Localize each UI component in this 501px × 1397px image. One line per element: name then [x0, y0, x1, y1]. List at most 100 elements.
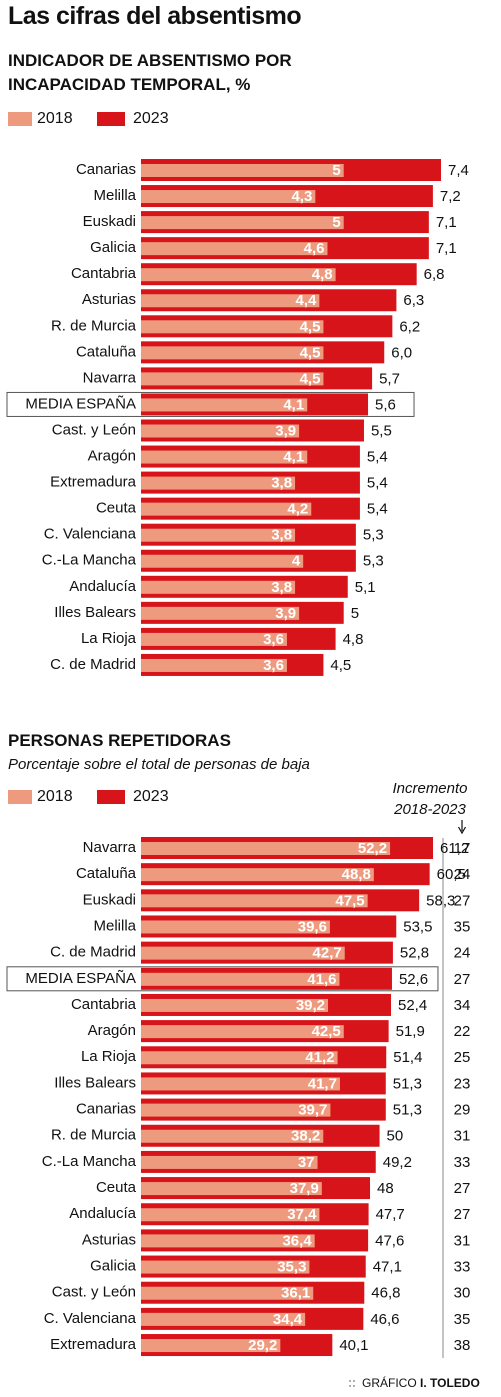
value-label-2018: 3,6 — [263, 631, 284, 648]
value-label-2018: 48,8 — [342, 866, 371, 883]
bar-2018 — [141, 554, 304, 568]
category-label: Asturias — [82, 1231, 136, 1248]
bar-2018 — [141, 450, 308, 464]
increment-value: 30 — [454, 1285, 471, 1302]
bar-2018 — [141, 1025, 344, 1039]
legend-swatch — [97, 790, 125, 804]
value-label-2018: 39,6 — [298, 918, 327, 935]
value-label-2023: 47,7 — [376, 1206, 405, 1223]
category-label: Andalucía — [69, 578, 136, 595]
bar-2018 — [141, 658, 287, 672]
category-label: Cantabria — [71, 996, 137, 1013]
legend-swatch — [8, 790, 32, 804]
legend-label: 2023 — [133, 788, 169, 805]
value-label-2018: 4,5 — [300, 318, 321, 335]
bar-2018 — [141, 1182, 322, 1196]
increment-value: 27 — [454, 892, 471, 909]
increment-value: 25 — [454, 1049, 471, 1066]
value-label-2023: 52,8 — [400, 945, 429, 962]
value-label-2023: 5,3 — [363, 553, 384, 570]
legend-label: 2023 — [133, 110, 169, 127]
bar-2018 — [141, 1077, 340, 1091]
legend-swatch — [97, 112, 125, 126]
value-label-2023: 60,5 — [437, 866, 466, 883]
credit-author: I. TOLEDO — [420, 1376, 480, 1390]
increment-value: 17 — [454, 840, 471, 857]
value-label-2023: 40,1 — [339, 1337, 368, 1354]
bar-2018 — [141, 1208, 320, 1222]
value-label-2018: 4,2 — [287, 501, 308, 518]
bar-2018 — [141, 476, 296, 490]
category-label: MEDIA ESPAÑA — [25, 970, 136, 987]
category-label: Cast. y León — [52, 421, 136, 438]
category-label: Galicia — [90, 239, 137, 256]
value-label-2023: 7,2 — [440, 188, 461, 205]
value-label-2018: 42,7 — [313, 945, 342, 962]
bar-2018 — [141, 998, 329, 1012]
value-label-2023: 61,2 — [440, 840, 469, 857]
value-label-2023: 47,6 — [375, 1232, 404, 1249]
increment-value: 33 — [454, 1154, 471, 1171]
value-label-2018: 4,1 — [283, 396, 304, 413]
value-label-2023: 7,1 — [436, 214, 457, 231]
bar-2018 — [141, 1339, 281, 1353]
bar-2018 — [141, 1234, 315, 1248]
bar-2018 — [141, 1103, 331, 1117]
value-label-2018: 4,1 — [283, 449, 304, 466]
category-label: Ceuta — [96, 1179, 137, 1196]
increment-value: 38 — [454, 1337, 471, 1354]
category-label: Euskadi — [83, 213, 136, 230]
credit-prefix: GRÁFICO — [362, 1375, 417, 1390]
increment-value: 31 — [454, 1232, 471, 1249]
value-label-2023: 53,5 — [403, 918, 432, 935]
value-label-2023: 5,7 — [379, 370, 400, 387]
increment-value: 22 — [454, 1023, 471, 1040]
bar-2018 — [141, 398, 308, 412]
increment-value: 27 — [454, 1206, 471, 1223]
category-label: Aragón — [88, 448, 136, 465]
category-label: Illes Balears — [54, 1074, 136, 1091]
value-label-2023: 5,4 — [367, 475, 388, 492]
value-label-2018: 29,2 — [248, 1337, 277, 1354]
category-label: Aragón — [88, 1022, 136, 1039]
value-label-2023: 51,4 — [393, 1049, 422, 1066]
value-label-2018: 35,3 — [277, 1259, 306, 1276]
value-label-2023: 5,3 — [363, 527, 384, 544]
category-label: Navarra — [83, 369, 137, 386]
increment-value: 31 — [454, 1128, 471, 1145]
value-label-2018: 34,4 — [273, 1311, 303, 1328]
value-label-2018: 3,8 — [271, 527, 292, 544]
value-label-2018: 4,4 — [296, 292, 318, 309]
increment-value: 24 — [454, 866, 471, 883]
increment-value: 23 — [454, 1075, 471, 1092]
bar-2018 — [141, 268, 336, 282]
category-label: Canarias — [76, 161, 136, 178]
value-label-2018: 4,8 — [312, 266, 333, 283]
value-label-2018: 36,1 — [281, 1285, 310, 1302]
increment-value: 29 — [454, 1102, 471, 1119]
category-label: Melilla — [93, 917, 136, 934]
bar-2018 — [141, 632, 287, 646]
chart-title: PERSONAS REPETIDORAS — [8, 731, 231, 750]
value-label-2018: 4,3 — [291, 188, 312, 205]
value-label-2018: 3,6 — [263, 657, 284, 674]
increment-value: 35 — [454, 918, 471, 935]
value-label-2018: 41,6 — [307, 971, 336, 988]
value-label-2023: 6,8 — [424, 266, 445, 283]
value-label-2018: 47,5 — [335, 892, 364, 909]
bar-2018 — [141, 842, 391, 855]
category-label: R. de Murcia — [51, 317, 137, 334]
value-label-2023: 5 — [351, 605, 359, 622]
value-label-2018: 52,2 — [358, 840, 387, 857]
category-label: Melilla — [93, 187, 136, 204]
bar-2018 — [141, 320, 324, 334]
value-label-2023: 7,1 — [436, 240, 457, 257]
category-label: Extremadura — [50, 1336, 137, 1353]
category-label: Cataluña — [76, 343, 137, 360]
value-label-2018: 37,4 — [287, 1206, 317, 1223]
increment-value: 34 — [454, 997, 471, 1014]
category-label: C. de Madrid — [50, 656, 136, 673]
value-label-2018: 3,9 — [275, 605, 296, 622]
category-label: Ceuta — [96, 500, 137, 517]
